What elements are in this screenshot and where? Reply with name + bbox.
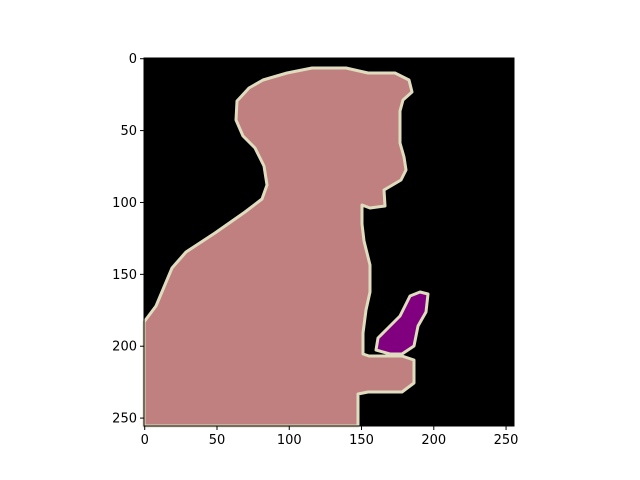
x-tick-label: 0	[141, 433, 149, 448]
y-tick-label: 200	[112, 340, 137, 355]
x-tick-label: 50	[209, 433, 226, 448]
x-tick-label: 200	[421, 433, 446, 448]
y-tick-label: 50	[120, 124, 137, 139]
y-tick-label: 100	[112, 196, 137, 211]
x-tick-label: 250	[494, 433, 519, 448]
axes-frame	[143, 57, 515, 427]
y-tick-label: 0	[129, 52, 137, 67]
y-tick-label: 150	[112, 268, 137, 283]
x-axis: 0 50 100 150 200 250	[141, 426, 519, 448]
person-region	[142, 66, 416, 428]
y-tick-label: 250	[112, 412, 137, 427]
x-tick-label: 150	[349, 433, 374, 448]
x-tick-label: 100	[277, 433, 302, 448]
y-axis: 0 50 100 150 200 250	[112, 52, 144, 427]
segmentation-image	[142, 58, 514, 428]
object-region	[374, 290, 430, 356]
